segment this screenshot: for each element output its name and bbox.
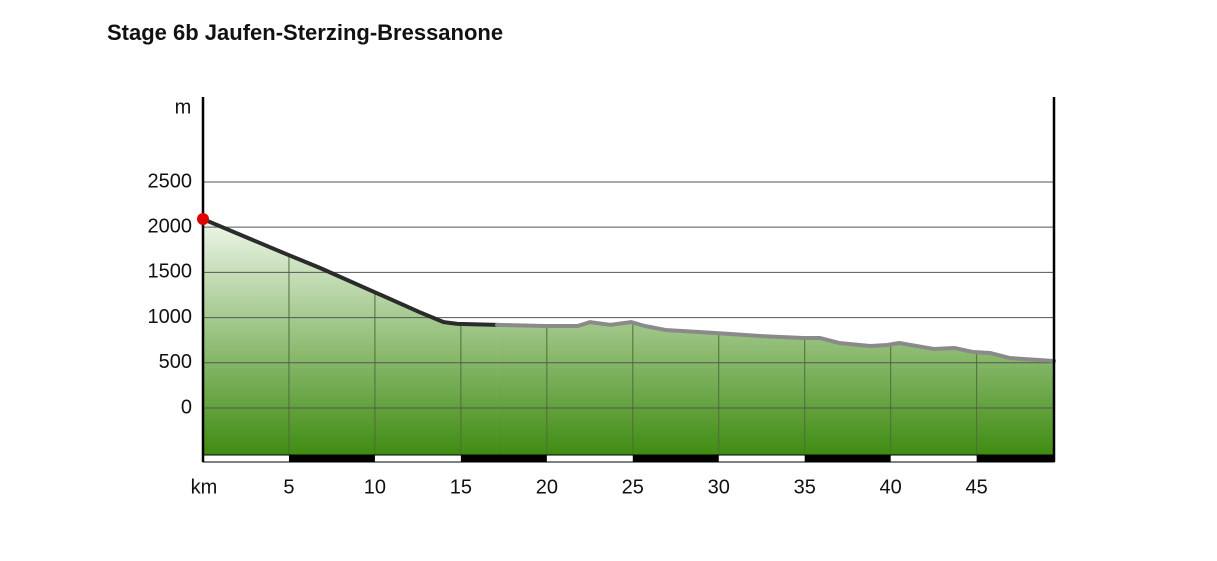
x-tick-label: 40 [880,476,902,498]
y-tick-label: 1000 [148,306,193,328]
x-tick-label: 30 [708,476,730,498]
y-tick-label: 0 [181,396,192,418]
scale-bar-segment [976,455,1054,462]
y-axis-label: m [175,96,192,118]
chart-title: Stage 6b Jaufen-Sterzing-Bressanone [107,20,503,45]
y-tick-label: 2000 [148,215,193,237]
area-fill [203,219,497,455]
profile-line [494,320,1056,363]
x-tick-label: 25 [622,476,644,498]
x-tick-label: 10 [364,476,386,498]
y-tick-label: 500 [159,351,192,373]
y-tick-label: 1500 [148,261,193,283]
x-tick-label: 45 [966,476,988,498]
scale-bar-segment [804,455,891,462]
profile-line [201,217,499,327]
x-tick-label: 35 [794,476,816,498]
y-tick-label: 2500 [148,170,193,192]
x-tick-label: 20 [536,476,558,498]
start-marker [197,213,209,226]
x-axis-label: km [191,476,218,498]
x-tick-label: 5 [283,476,294,498]
x-tick-label: 15 [450,476,472,498]
area-fill [496,322,1054,455]
scale-bar-segment [288,455,375,462]
scale-bar-segment [632,455,719,462]
scale-bar-segment [460,455,547,462]
